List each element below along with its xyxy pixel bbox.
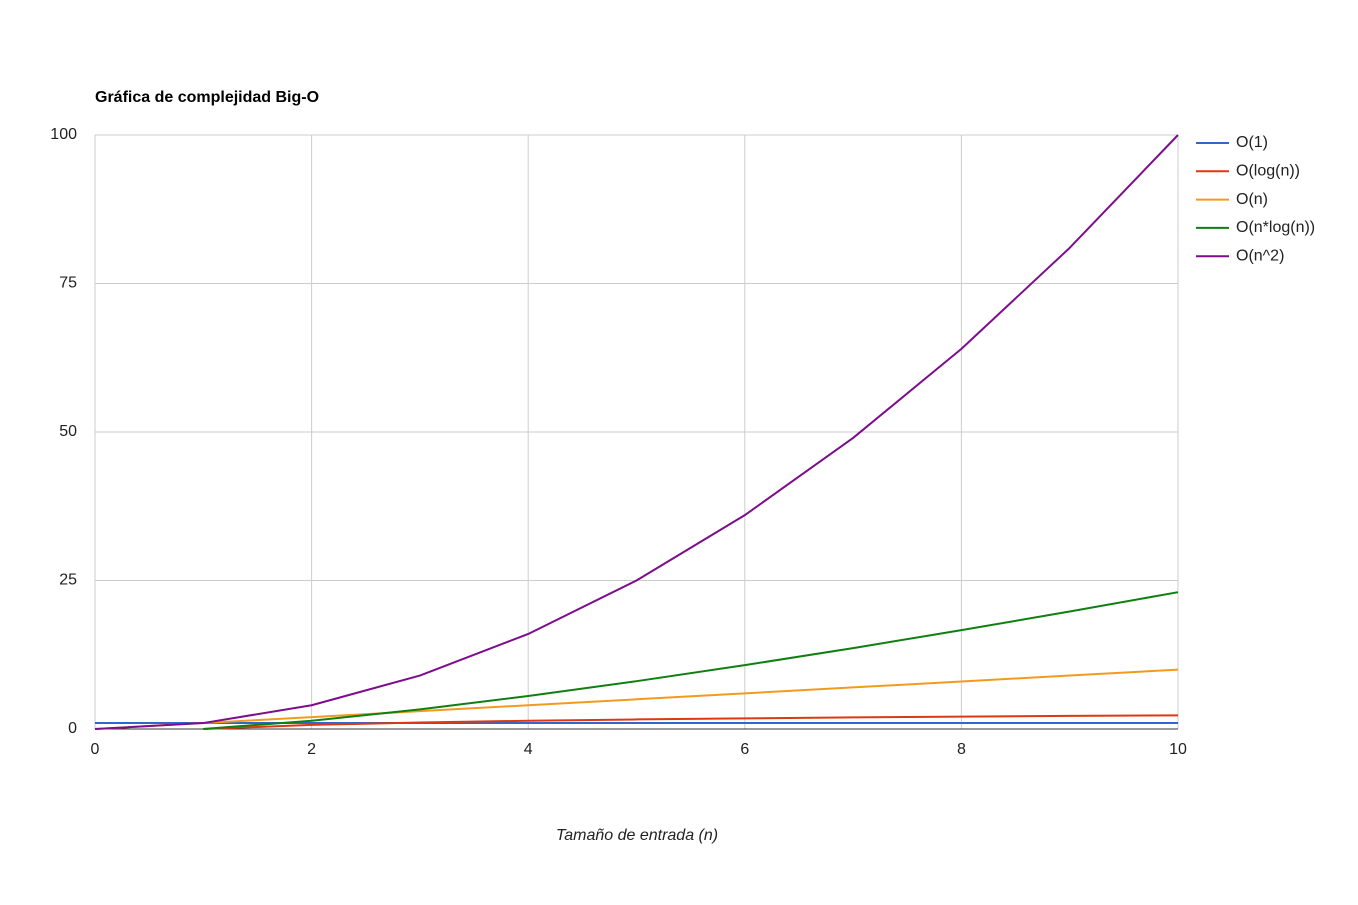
legend-label: O(n*log(n)) [1236,219,1315,236]
legend-label: O(log(n)) [1236,163,1300,180]
y-tick-label: 100 [50,126,77,143]
x-tick-label: 10 [1169,741,1187,758]
y-tick-label: 25 [59,572,77,589]
x-tick-label: 8 [957,741,966,758]
legend-label: O(n^2) [1236,247,1284,264]
y-tick-label: 50 [59,423,77,440]
x-axis-label: Tamaño de entrada (n) [556,827,718,844]
legend-label: O(n) [1236,191,1268,208]
chart-title: Gráfica de complejidad Big-O [95,89,319,106]
y-tick-label: 75 [59,275,77,292]
x-tick-label: 2 [307,741,316,758]
x-tick-label: 4 [524,741,533,758]
series-line [94,668,1179,730]
series-line [203,714,1179,730]
series-line [94,134,1179,730]
legend-label: O(1) [1236,134,1268,151]
x-tick-label: 6 [740,741,749,758]
series-line [203,591,1179,730]
x-tick-label: 0 [91,741,100,758]
y-tick-label: 0 [68,720,77,737]
